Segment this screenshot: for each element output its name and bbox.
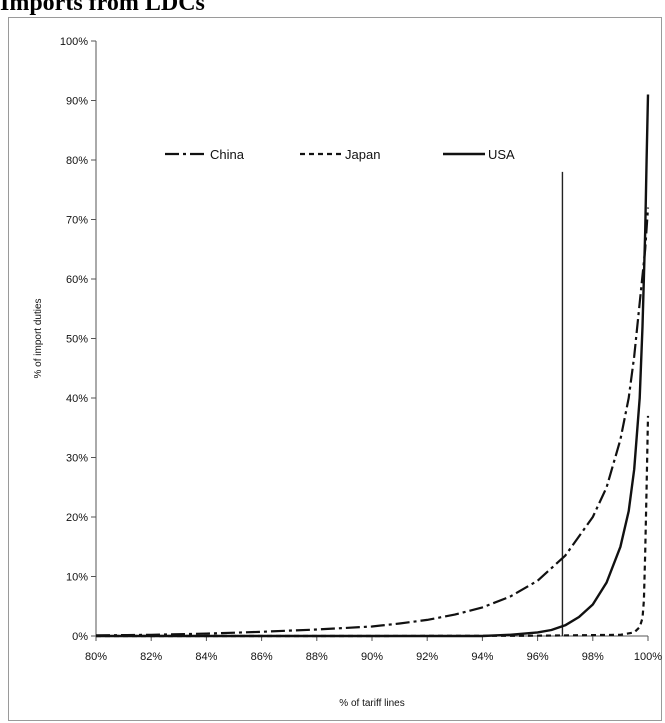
x-tick-label: 94% — [471, 651, 493, 663]
series-line-usa — [96, 94, 650, 638]
x-ticks: 80% 82% 84% 86% 88% 90% 92% 94% 96% 98% 100% — [85, 636, 662, 663]
legend: China Japan USA — [165, 147, 515, 162]
legend-label-china: China — [210, 147, 245, 162]
legend-label-japan: Japan — [345, 147, 380, 162]
y-tick-label: 0% — [72, 631, 88, 643]
x-tick-label: 88% — [306, 651, 328, 663]
x-axis-label: % of tariff lines — [339, 698, 404, 709]
x-tick-label: 98% — [582, 651, 604, 663]
series-lines — [95, 94, 650, 638]
x-tick-label: 84% — [195, 651, 217, 663]
x-tick-label: 80% — [85, 651, 107, 663]
y-tick-label: 60% — [66, 274, 88, 286]
y-tick-label: 90% — [66, 96, 88, 108]
y-tick-label: 40% — [66, 393, 88, 405]
x-tick-label: 100% — [634, 651, 662, 663]
y-tick-label: 80% — [66, 155, 88, 167]
y-tick-label: 30% — [66, 453, 88, 465]
chart-frame — [8, 17, 662, 721]
x-tick-label: 86% — [251, 651, 273, 663]
x-tick-label: 82% — [140, 651, 162, 663]
x-tick-label: 90% — [361, 651, 383, 663]
chart-title: Imports from LDCs — [0, 0, 205, 16]
y-ticks: 0% 10% 20% 30% 40% 50% 60% 70% 80% 90% 100% — [60, 36, 96, 643]
series-line-japan — [96, 415, 650, 638]
y-tick-label: 100% — [60, 36, 88, 48]
y-tick-label: 10% — [66, 572, 88, 584]
y-axis-label: % of import duties — [33, 298, 44, 378]
series-line-china — [95, 207, 650, 637]
y-tick-label: 20% — [66, 512, 88, 524]
x-tick-label: 96% — [527, 651, 549, 663]
x-tick-label: 92% — [416, 651, 438, 663]
axes — [95, 41, 648, 637]
legend-label-usa: USA — [488, 147, 515, 162]
y-tick-label: 50% — [66, 334, 88, 346]
y-tick-label: 70% — [66, 215, 88, 227]
